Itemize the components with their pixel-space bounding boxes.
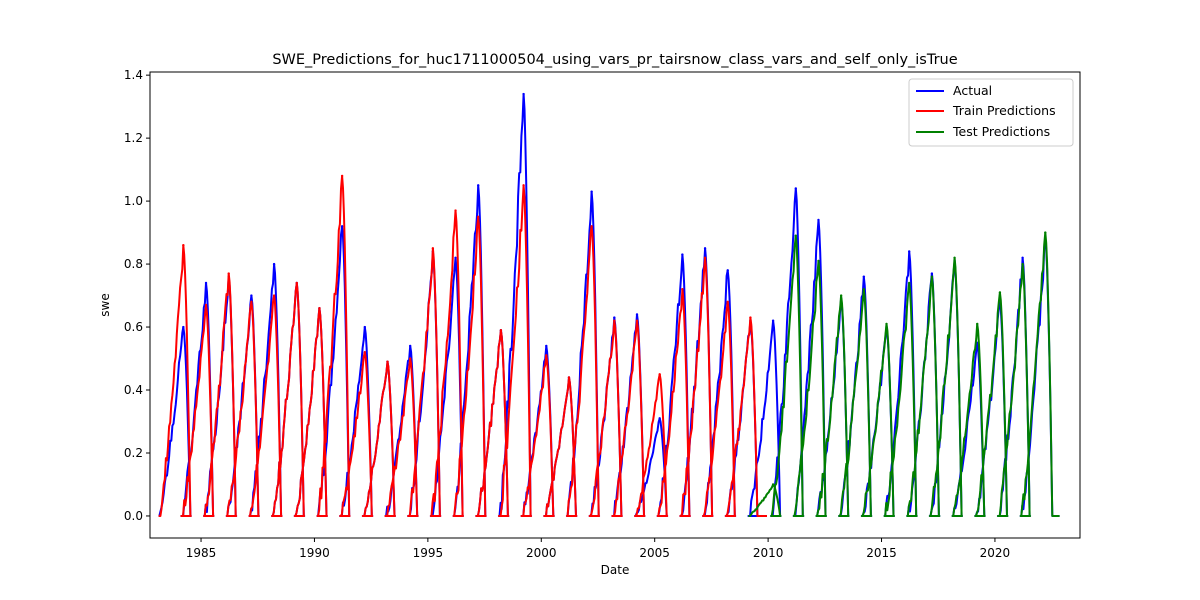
peak-point	[590, 190, 593, 193]
peak-point	[499, 328, 503, 332]
peak-point	[408, 344, 412, 348]
peak-point	[726, 269, 729, 272]
peak-point	[613, 316, 616, 319]
x-axis-label: Date	[601, 563, 630, 577]
legend-label-actual: Actual	[953, 83, 992, 98]
peak-point	[771, 483, 775, 486]
legend: Actual Train Predictions Test Prediction…	[908, 78, 1074, 147]
y-tick-label: 1.2	[124, 131, 143, 145]
peak-point	[182, 325, 185, 329]
peak-point	[340, 174, 344, 178]
peak-point	[998, 291, 1002, 294]
peak-point	[431, 247, 435, 250]
peak-point	[522, 92, 525, 96]
peak-point	[340, 225, 344, 228]
peak-point	[681, 288, 684, 291]
peak-point	[658, 373, 661, 376]
peak-point	[839, 294, 843, 297]
peak-point	[862, 288, 866, 291]
peak-point	[703, 247, 707, 250]
peak-point	[454, 209, 457, 212]
peak-point	[454, 256, 457, 259]
plot-frame	[149, 71, 1081, 539]
y-tick-label: 0.4	[124, 383, 143, 397]
peak-point	[477, 215, 480, 219]
peak-point	[817, 259, 820, 263]
peak-point	[703, 256, 707, 259]
peak-point	[794, 234, 797, 237]
y-tick-label: 1.4	[124, 68, 143, 82]
peak-point	[771, 319, 775, 322]
peak-point	[408, 357, 412, 360]
peak-point	[907, 250, 911, 253]
peak-point	[363, 351, 367, 354]
peak-point	[204, 281, 208, 285]
peak-point	[363, 325, 367, 329]
peak-point	[930, 272, 934, 275]
series-layer	[158, 92, 1060, 517]
series-line	[748, 231, 1060, 517]
y-axis-label: swe	[98, 293, 112, 316]
peak-point	[386, 360, 389, 363]
peak-point	[250, 294, 253, 297]
legend-box	[908, 78, 1074, 147]
x-tick-label: 2000	[526, 546, 557, 560]
peak-point	[545, 354, 548, 357]
peak-point	[749, 316, 752, 319]
y-tick-label: 0.0	[124, 509, 143, 523]
y-tick-label: 0.8	[124, 257, 143, 271]
x-tick-label: 2015	[866, 546, 897, 560]
x-tick-label: 1985	[186, 546, 217, 560]
chart-title: SWE_Predictions_for_huc1711000504_using_…	[272, 52, 957, 68]
peak-point	[1021, 262, 1024, 266]
x-tick-label: 2020	[980, 546, 1011, 560]
peak-point	[182, 243, 185, 247]
x-tick-label: 2010	[753, 546, 784, 560]
peak-point	[953, 256, 956, 259]
axes-layer: 1985 1990 1995 2000 2005 2010 2015 2020 0.0 0.2 0.…	[124, 68, 1010, 560]
peak-point	[885, 322, 888, 326]
y-tick-label: 0.6	[124, 320, 143, 334]
peak-point	[590, 225, 593, 228]
peak-point	[907, 281, 911, 285]
peak-point	[295, 281, 298, 285]
legend-label-train: Train Predictions	[952, 103, 1056, 118]
legend-label-test: Test Predictions	[952, 124, 1050, 139]
x-tick-label: 2005	[639, 546, 670, 560]
y-tick-label: 1.0	[124, 194, 143, 208]
peak-point	[477, 184, 480, 187]
peak-point	[794, 187, 797, 190]
peak-point	[272, 294, 276, 297]
peak-point	[635, 313, 639, 316]
peak-point	[545, 344, 548, 348]
peak-point	[318, 306, 321, 310]
peak-point	[635, 319, 639, 322]
peak-point	[1044, 231, 1047, 234]
peak-point	[658, 417, 661, 420]
peak-point	[613, 319, 616, 322]
peak-point	[681, 253, 684, 256]
y-tick-label: 0.2	[124, 446, 143, 460]
peak-point	[250, 300, 253, 304]
series-train-predictions	[158, 174, 767, 517]
peak-point	[272, 262, 276, 266]
x-tick-label: 1995	[413, 546, 444, 560]
series-line	[158, 174, 767, 517]
peak-point	[726, 300, 729, 304]
peak-point	[227, 272, 230, 275]
peak-point	[817, 218, 820, 222]
x-tick-label: 1990	[299, 546, 330, 560]
peak-point	[1021, 256, 1024, 259]
peak-point	[976, 322, 979, 326]
peak-point	[862, 275, 866, 278]
peak-point	[522, 184, 525, 187]
peak-point	[567, 376, 571, 379]
peak-point	[930, 275, 934, 278]
series-test-predictions	[748, 231, 1060, 517]
peak-point	[204, 303, 208, 307]
